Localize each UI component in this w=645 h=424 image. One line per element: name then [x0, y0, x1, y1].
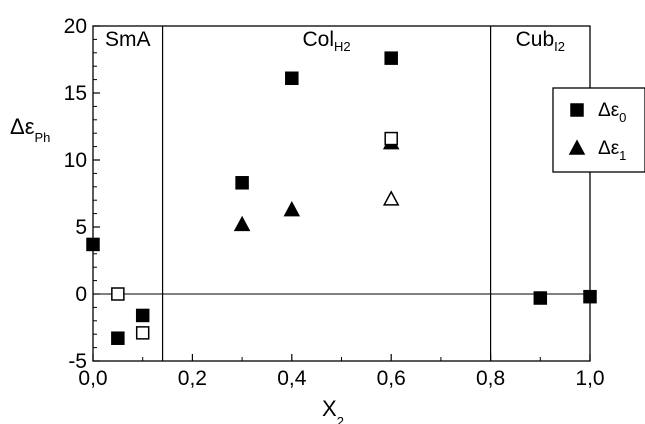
y-tick-label: -5	[68, 350, 87, 373]
y-tick-label: 0	[75, 283, 87, 306]
filled-square-point	[583, 289, 597, 304]
filled-square-point	[111, 331, 125, 345]
y-tick-label: 15	[64, 82, 87, 105]
legend-marker	[568, 139, 586, 155]
region-labels: SmA ColH2 CubI2	[105, 28, 565, 54]
x-tick-label: 0,8	[476, 367, 505, 390]
region-label: ColH2	[303, 28, 351, 54]
x-tick-label: 1,0	[575, 367, 604, 390]
legend-label: Δε1	[598, 138, 626, 163]
region-label: CubI2	[516, 28, 565, 54]
filled-triangle-point	[283, 200, 301, 217]
y-axis-label: ΔεPh	[10, 114, 50, 145]
y-tick-label: 20	[64, 15, 87, 38]
legend: Δε0 Δε1	[552, 87, 645, 173]
axis-labels: X2 ΔεPh	[10, 114, 344, 424]
open-square-point	[384, 131, 398, 146]
filled-triangle-point	[233, 215, 251, 232]
open-square-point	[135, 326, 150, 340]
legend-label: Δε0	[598, 100, 626, 125]
filled-square-point	[384, 51, 398, 65]
filled-square-point	[86, 237, 100, 252]
y-tick-label: 10	[64, 149, 87, 172]
filled-square-point	[285, 71, 299, 86]
open-square-point	[111, 287, 125, 301]
x-tick-label: 0,0	[78, 367, 107, 390]
x-tick-label: 0,6	[377, 367, 406, 390]
legend-box	[552, 87, 645, 173]
filled-square-point	[533, 291, 548, 305]
y-tick-label: 5	[75, 216, 87, 239]
x-tick-label: 0,2	[178, 367, 207, 390]
open-triangle-point	[382, 190, 400, 206]
x-axis-label: X2	[322, 396, 344, 424]
axes: 0,0 0,2 0,4 0,6 0,8 1,0 -5 0 5 10 15 20	[64, 15, 605, 390]
legend-marker	[570, 103, 584, 117]
phase-boundaries	[161, 26, 492, 361]
filled-square-point	[135, 308, 150, 323]
data-points	[86, 51, 597, 345]
plot-frame	[92, 25, 591, 362]
x-tick-label: 0,4	[277, 367, 307, 390]
filled-square-point	[235, 176, 249, 190]
region-label: SmA	[105, 28, 151, 51]
